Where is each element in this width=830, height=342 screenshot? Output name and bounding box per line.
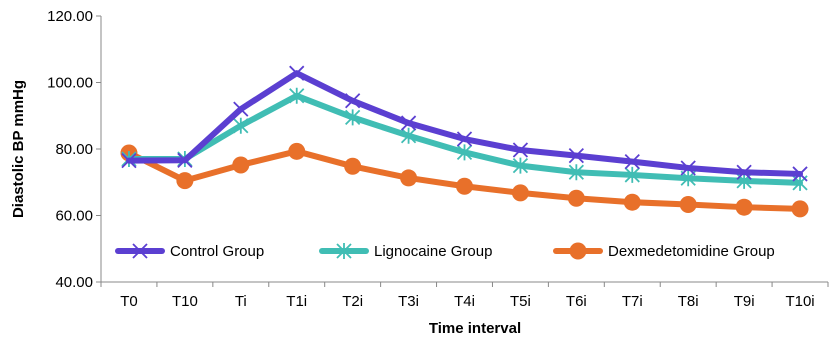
data-point-dexmedetomidine-group: [511, 184, 529, 202]
legend-item-control-group: Control Group: [115, 243, 264, 260]
data-point-lignocaine-group: [624, 166, 640, 183]
data-point-control-group: [121, 153, 137, 169]
y-axis-title: Diastolic BP mmHg: [10, 80, 27, 218]
data-point-dexmedetomidine-group: [400, 169, 418, 187]
x-tick-label: T10i: [785, 293, 814, 310]
legend: Control Group Lignocaine Group Dexmedetomi…: [115, 242, 775, 260]
y-tick-label: 120.00: [47, 8, 93, 25]
legend-marker: [569, 242, 587, 260]
data-point-dexmedetomidine-group: [623, 193, 641, 211]
legend-label: Dexmedetomidine Group: [608, 243, 775, 260]
x-tick-label: T10: [172, 293, 198, 310]
data-point-control-group: [680, 160, 696, 176]
data-point-dexmedetomidine-group: [735, 198, 753, 216]
data-point-control-group: [233, 101, 249, 117]
y-axis-ticks: 40.00 60.00 80.00 100.00 120.00: [47, 8, 101, 291]
x-axis-title: Time interval: [429, 320, 521, 337]
legend-marker: [132, 243, 148, 259]
data-point-dexmedetomidine-group: [232, 156, 250, 174]
y-tick-label: 40.00: [55, 274, 93, 291]
data-point-lignocaine-group: [456, 144, 473, 161]
data-point-lignocaine-group: [568, 164, 584, 181]
data-point-dexmedetomidine-group: [176, 172, 194, 190]
series-lignocaine-group: [121, 87, 808, 191]
data-point-dexmedetomidine-group: [791, 200, 809, 218]
data-point-control-group: [736, 164, 752, 180]
data-point-control-group: [568, 148, 584, 164]
y-tick-label: 60.00: [55, 208, 93, 225]
series-dexmedetomidine-group: [120, 142, 809, 218]
x-axis-ticks: T0 T10 Ti T1i T2i T3i T4i T5i T6i T7i T8i T9i T10i: [100, 282, 829, 310]
data-point-lignocaine-group: [512, 157, 529, 174]
x-tick-label: T9i: [734, 293, 755, 310]
data-point-dexmedetomidine-group: [456, 177, 473, 195]
series-control-group: [121, 65, 808, 182]
data-point-control-group: [289, 65, 305, 81]
x-tick-label: T6i: [566, 293, 587, 310]
data-point-control-group: [624, 153, 640, 170]
data-point-lignocaine-group: [345, 109, 361, 126]
data-point-dexmedetomidine-group: [679, 196, 697, 214]
data-point-control-group: [512, 142, 529, 158]
x-tick-label: T0: [120, 293, 138, 310]
series-layer: [120, 65, 809, 218]
x-tick-label: T1i: [286, 293, 307, 310]
x-tick-label: T7i: [622, 293, 643, 310]
data-point-control-group: [792, 166, 808, 182]
data-point-dexmedetomidine-group: [288, 142, 306, 160]
y-tick-label: 80.00: [55, 141, 93, 158]
legend-item-dexmedetomidine-group: Dexmedetomidine Group: [553, 242, 775, 260]
legend-marker: [336, 243, 352, 259]
x-tick-label: T8i: [678, 293, 699, 310]
data-point-lignocaine-group: [233, 117, 249, 134]
data-point-control-group: [345, 93, 361, 109]
data-point-lignocaine-group: [289, 87, 305, 104]
x-tick-label: T3i: [398, 293, 419, 310]
x-tick-label: T4i: [454, 293, 475, 310]
x-tick-label: T2i: [342, 293, 363, 310]
x-tick-label: T5i: [510, 293, 531, 310]
y-tick-label: 100.00: [47, 75, 93, 92]
legend-item-lignocaine-group: Lignocaine Group: [319, 243, 492, 260]
data-point-control-group: [177, 152, 193, 168]
legend-label: Lignocaine Group: [374, 243, 492, 260]
data-point-control-group: [456, 131, 473, 147]
legend-label: Control Group: [170, 243, 264, 260]
data-point-lignocaine-group: [400, 127, 417, 144]
data-point-control-group: [400, 115, 417, 131]
data-point-dexmedetomidine-group: [567, 189, 585, 207]
data-point-dexmedetomidine-group: [344, 157, 362, 175]
x-tick-label: Ti: [235, 293, 247, 310]
